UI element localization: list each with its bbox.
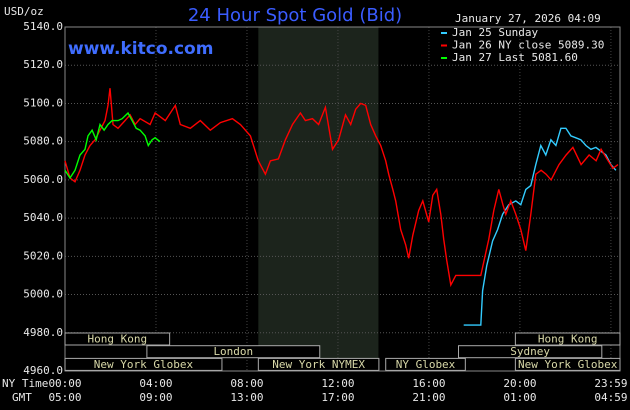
y-tick-label: 5120.0 <box>23 58 63 71</box>
session-box <box>146 345 321 359</box>
y-tick-label: 5020.0 <box>23 249 63 262</box>
x-tick-label: 08:00 <box>230 377 263 390</box>
x-tick-label: 12:00 <box>321 377 354 390</box>
y-tick-label: 5000.0 <box>23 288 63 301</box>
y-tick-label: 4960.0 <box>23 364 63 377</box>
x-tick-label: 20:00 <box>503 377 536 390</box>
session-label: London <box>213 345 253 358</box>
session-box <box>64 332 171 346</box>
session-label: Hong Kong <box>88 333 148 346</box>
x-tick-label: 00:00 <box>48 377 81 390</box>
gmt-tick-label: 04:59 <box>594 391 627 404</box>
session-label: New York Globex <box>518 358 618 371</box>
shaded-range <box>258 27 379 371</box>
plot-frame <box>64 26 621 372</box>
chart-title: 24 Hour Spot Gold (Bid) <box>188 5 402 26</box>
series-line <box>64 111 161 180</box>
legend-label: Jan 26 NY close 5089.30 <box>452 39 604 52</box>
x-tick-label: 23:59 <box>594 377 627 390</box>
x-tick-label: 04:00 <box>139 377 172 390</box>
gmt-tick-label: 05:00 <box>48 391 81 404</box>
session-box <box>385 357 466 371</box>
series-line <box>64 88 619 288</box>
session-box <box>514 332 621 346</box>
gmt-tick-label: 17:00 <box>321 391 354 404</box>
gmt-tick-label: 21:00 <box>412 391 445 404</box>
legend-label: Jan 25 Sunday <box>452 26 538 39</box>
session-box <box>64 357 223 371</box>
session-box <box>514 357 621 371</box>
gmt-tick-label: 13:00 <box>230 391 263 404</box>
gmt-tick-label: 01:00 <box>503 391 536 404</box>
session-box <box>257 357 380 371</box>
session-label: Sydney <box>510 345 550 358</box>
session-label: New York Globex <box>94 358 194 371</box>
x-tick-label: 16:00 <box>412 377 445 390</box>
x-row-label: NY Time <box>2 377 48 390</box>
session-label: NY Globex <box>396 358 456 371</box>
y-tick-label: 5140.0 <box>23 20 63 33</box>
watermark: www.kitco.com <box>68 39 213 59</box>
gmt-tick-label: 09:00 <box>139 391 172 404</box>
y-tick-label: 4980.0 <box>23 326 63 339</box>
y-tick-label: 5060.0 <box>23 173 63 186</box>
y-tick-label: 5080.0 <box>23 135 63 148</box>
session-label: Hong Kong <box>538 333 598 346</box>
series-line <box>463 127 617 326</box>
y-unit-label: USD/oz <box>4 5 44 18</box>
datetime: January 27, 2026 04:09 <box>455 12 601 25</box>
session-box <box>458 345 603 359</box>
session-label: New York NYMEX <box>272 358 365 371</box>
legend-label: Jan 27 Last 5081.60 <box>452 51 578 64</box>
x-row-label: GMT <box>12 391 32 404</box>
y-tick-label: 5040.0 <box>23 211 63 224</box>
y-tick-label: 5100.0 <box>23 96 63 109</box>
